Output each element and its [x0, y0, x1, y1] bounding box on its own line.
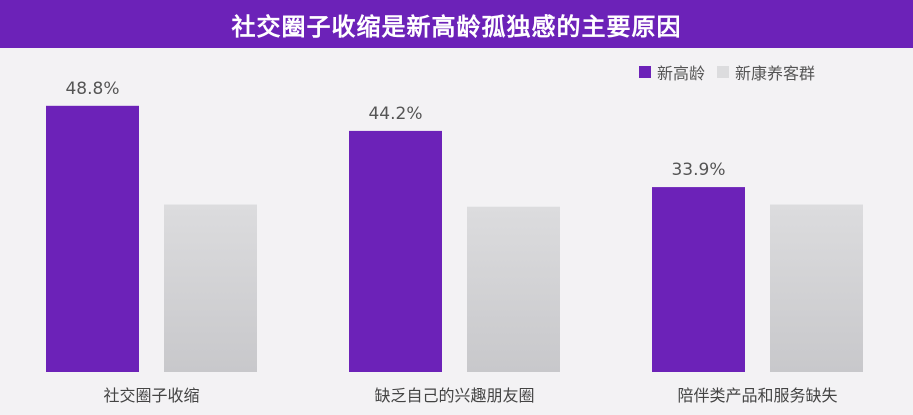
bar-series-1-1 — [349, 130, 442, 372]
legend-swatch-series-1 — [638, 66, 651, 78]
legend-item-series-1: 新高龄 — [638, 60, 705, 84]
category-label-0: 社交圈子收缩 — [103, 386, 199, 405]
value-label-0: 48.8% — [65, 79, 119, 99]
bar-series-1-0 — [46, 105, 139, 373]
bar-series-2-1 — [467, 206, 560, 372]
category-label-1: 缺乏自己的兴趣朋友圈 — [374, 386, 534, 405]
legend-item-series-2: 新康养客群 — [716, 60, 815, 84]
legend: 新高龄 新康养客群 — [638, 60, 815, 84]
chart-title: 社交圈子收缩是新高龄孤独感的主要原因 — [231, 12, 682, 41]
value-label-2: 33.9% — [671, 160, 725, 180]
title-bar: 社交圈子收缩是新高龄孤独感的主要原因 — [0, 0, 913, 48]
bar-series-1-2 — [652, 187, 745, 372]
legend-swatch-series-2 — [716, 66, 729, 78]
bar-series-2-0 — [164, 204, 257, 372]
legend-label-series-1: 新高龄 — [656, 64, 705, 83]
bar-series-2-2 — [770, 204, 863, 372]
value-label-1: 44.2% — [368, 104, 422, 124]
category-label-2: 陪伴类产品和服务缺失 — [677, 386, 837, 405]
legend-label-series-2: 新康养客群 — [734, 64, 815, 83]
